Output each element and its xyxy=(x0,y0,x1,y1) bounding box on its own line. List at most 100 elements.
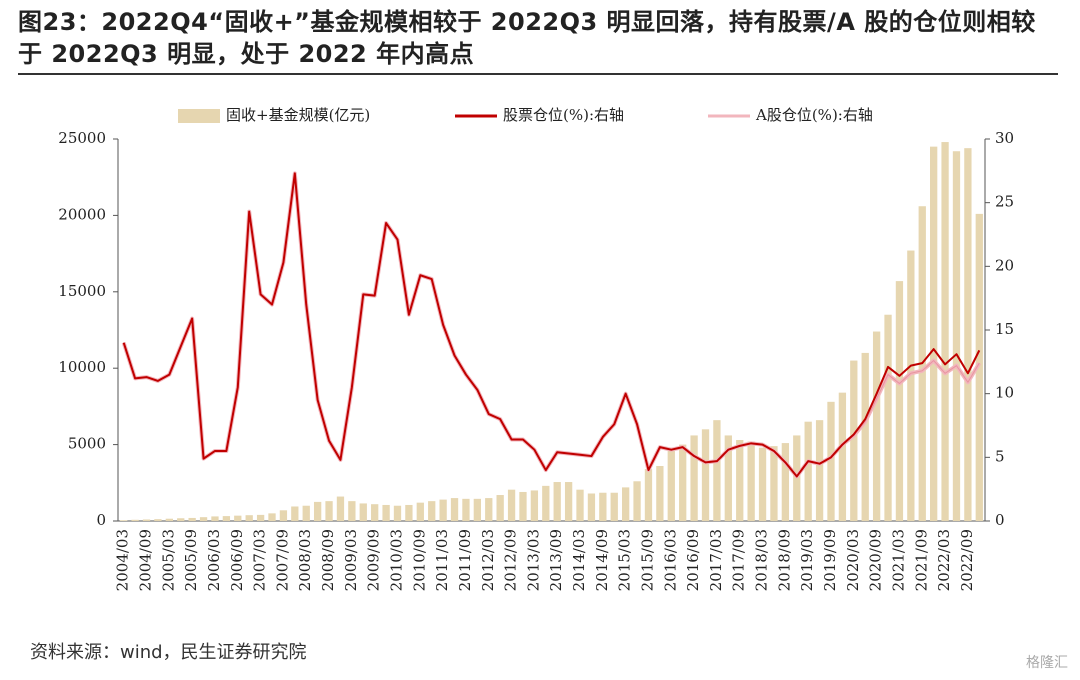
x-tick-label: 2007/09 xyxy=(273,529,291,591)
x-tick-label: 2018/09 xyxy=(775,529,793,591)
bar xyxy=(348,501,356,521)
x-tick-label: 2005/09 xyxy=(182,529,200,591)
title-rule xyxy=(18,73,1058,75)
bar xyxy=(222,516,231,521)
x-tick-label: 2007/03 xyxy=(251,529,269,591)
y2-tick-label: 25 xyxy=(995,193,1014,211)
bar xyxy=(872,331,881,521)
x-tick-label: 2020/03 xyxy=(844,529,862,591)
bar xyxy=(576,489,584,521)
bar xyxy=(542,485,550,521)
bar xyxy=(667,447,675,521)
x-tick-label: 2004/03 xyxy=(114,529,132,591)
bar xyxy=(701,429,710,521)
legend-label: A股仓位(%):右轴 xyxy=(755,106,873,124)
bar xyxy=(188,517,196,521)
y2-tick-label: 20 xyxy=(995,256,1014,274)
bar xyxy=(633,481,641,521)
bar xyxy=(211,516,219,521)
bar xyxy=(405,504,413,521)
x-tick-label: 2013/09 xyxy=(547,529,565,591)
bar xyxy=(781,443,790,521)
x-tick-label: 2017/09 xyxy=(730,529,748,591)
legend-label: 固收+基金规模(亿元) xyxy=(226,106,370,124)
y2-tick-label: 30 xyxy=(995,129,1014,147)
bar xyxy=(861,352,869,521)
bar xyxy=(850,360,858,521)
y-tick-label: 10000 xyxy=(58,358,106,376)
x-tick-label: 2017/03 xyxy=(707,529,725,591)
x-tick-label: 2004/09 xyxy=(137,529,155,591)
bar xyxy=(838,392,847,521)
bar xyxy=(587,493,596,521)
bar xyxy=(736,440,744,521)
x-tick-label: 2012/03 xyxy=(479,529,497,591)
bar xyxy=(610,492,618,521)
bar xyxy=(553,482,561,521)
chart: 0 5000 10000 15000 20000 25000 0 5 10 15 20 25 30 200… xyxy=(58,106,1014,591)
x-tick-label: 2006/03 xyxy=(205,529,223,591)
bar xyxy=(268,513,276,521)
x-tick-label: 2016/03 xyxy=(661,529,679,591)
bar xyxy=(325,501,333,521)
bar xyxy=(439,499,447,521)
bar xyxy=(393,505,402,521)
y-tick-label: 20000 xyxy=(58,205,106,223)
bar xyxy=(770,446,778,521)
x-tick-label: 2015/09 xyxy=(638,529,656,591)
bar xyxy=(382,504,390,521)
bar xyxy=(165,518,173,521)
bar xyxy=(154,519,162,521)
bar xyxy=(895,281,904,521)
y2-tick-label: 10 xyxy=(995,384,1014,402)
bar xyxy=(473,498,481,521)
x-tick-label: 2010/09 xyxy=(410,529,428,591)
bar xyxy=(679,444,687,521)
bar xyxy=(941,142,949,521)
title: 图23：2022Q4“固收+”基金规模相较于 2022Q3 明显回落，持有股票/… xyxy=(18,8,1036,68)
bar xyxy=(428,501,436,521)
x-tick-label: 2015/03 xyxy=(616,529,634,591)
legend-label: 股票仓位(%):右轴 xyxy=(503,106,624,124)
bar xyxy=(622,487,630,521)
bar xyxy=(884,314,892,521)
bar xyxy=(199,517,208,521)
bar xyxy=(120,520,128,521)
bar xyxy=(496,495,504,521)
bar xyxy=(450,498,459,521)
bar xyxy=(234,515,242,521)
x-tick-label: 2008/09 xyxy=(319,529,337,591)
x-tick-label: 2021/09 xyxy=(912,529,930,591)
y-tick-label: 5000 xyxy=(68,435,106,453)
x-tick-label: 2006/09 xyxy=(228,529,246,591)
bar xyxy=(462,498,470,521)
x-tick-label: 2008/03 xyxy=(296,529,314,591)
bar xyxy=(815,420,824,521)
bar xyxy=(747,441,755,521)
x-tick-label: 2019/03 xyxy=(798,529,816,591)
y-tick-label: 0 xyxy=(96,511,106,529)
bar xyxy=(564,482,573,521)
x-tick-label: 2022/03 xyxy=(935,529,953,591)
x-tick-label: 2012/09 xyxy=(502,529,520,591)
bar xyxy=(804,421,812,521)
x-tick-label: 2021/03 xyxy=(889,529,907,591)
y-tick-label: 15000 xyxy=(58,282,106,300)
x-tick-label: 2005/03 xyxy=(159,529,177,591)
bar xyxy=(245,515,253,521)
bar xyxy=(279,510,288,521)
bar xyxy=(599,492,607,521)
bar xyxy=(256,514,265,521)
bar xyxy=(371,504,379,521)
y2-tick-label: 15 xyxy=(995,320,1014,338)
y-tick-label: 25000 xyxy=(58,129,106,147)
bar xyxy=(964,148,972,521)
bar xyxy=(519,491,527,521)
y2-tick-label: 0 xyxy=(995,511,1005,529)
bar xyxy=(656,465,664,521)
bar xyxy=(713,420,721,521)
bar xyxy=(952,151,961,521)
bar xyxy=(485,498,493,521)
x-tick-label: 2022/09 xyxy=(958,529,976,591)
bar xyxy=(690,435,698,521)
